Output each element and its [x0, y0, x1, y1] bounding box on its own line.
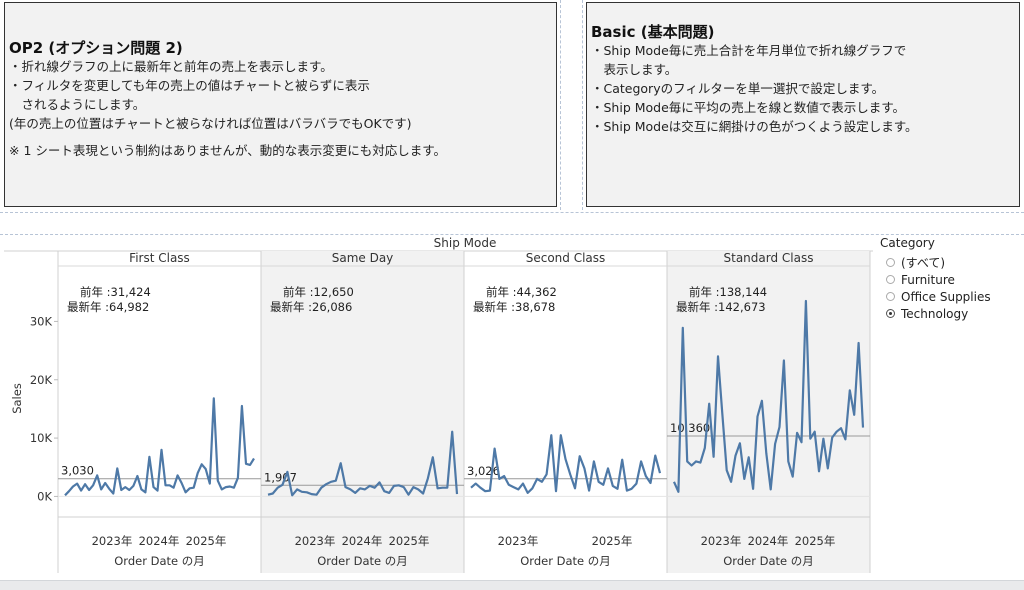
x-tick-label: 2024年: [342, 534, 383, 548]
sales-series-line: [64, 397, 255, 497]
category-option-furniture[interactable]: Furniture: [880, 271, 1020, 288]
x-axis-title: Order Date の月: [114, 554, 204, 568]
average-label: 3,030: [61, 464, 94, 478]
panel-band: [261, 251, 464, 573]
prev-year-label: 前年 :44,362: [486, 285, 557, 299]
panel-title: Second Class: [526, 251, 606, 265]
y-tick-label: 20K: [30, 373, 53, 387]
category-option-label: Furniture: [901, 272, 955, 287]
prev-year-label: 前年 :31,424: [80, 285, 151, 299]
category-filter: Category (すべて) Furniture Office Supplies…: [880, 236, 1020, 322]
category-filter-title: Category: [880, 236, 935, 250]
sales-series-line: [470, 434, 662, 494]
radio-icon[interactable]: [886, 258, 895, 267]
op2-line-4: (年の売上の位置はチャートと被らなければ位置はバラバラでもOKです): [9, 116, 412, 131]
divider-vertical-left: [560, 0, 561, 210]
op2-note-panel: OP2 (オプション問題 2) ・折れ線グラフの上に最新年と前年の売上を表示しま…: [4, 2, 557, 207]
category-option-label: (すべて): [901, 256, 946, 270]
latest-year-label: 最新年 :142,673: [676, 300, 766, 314]
average-label: 10,360: [670, 421, 710, 435]
x-tick-label: 2025年: [389, 534, 430, 548]
radio-selected-icon[interactable]: [886, 309, 895, 318]
x-tick-label: 2023年: [701, 534, 742, 548]
category-option-all[interactable]: (すべて): [880, 254, 1020, 271]
x-axis-title: Order Date の月: [317, 554, 407, 568]
average-label: 3,026: [467, 464, 500, 478]
op2-line-1: ・折れ線グラフの上に最新年と前年の売上を表示します。: [9, 59, 333, 74]
x-axis-title: Order Date の月: [723, 554, 813, 568]
y-tick-label: 10K: [30, 431, 53, 445]
basic-line-5: ・Ship Modeは交互に網掛けの色がつくよう設定します。: [591, 119, 918, 134]
prev-year-label: 前年 :138,144: [689, 285, 767, 299]
category-option-label: Office Supplies: [901, 289, 991, 304]
x-tick-label: 2023年: [295, 534, 336, 548]
x-tick-label: 2025年: [592, 534, 633, 548]
category-option-office-supplies[interactable]: Office Supplies: [880, 288, 1020, 305]
basic-line-2: 表示します。: [591, 62, 678, 77]
panel-title: First Class: [129, 251, 190, 265]
x-tick-label: 2024年: [748, 534, 789, 548]
latest-year-label: 最新年 :38,678: [473, 300, 555, 314]
basic-line-1: ・Ship Mode毎に売上合計を年月単位で折れ線グラフで: [591, 43, 907, 58]
prev-year-label: 前年 :12,650: [283, 285, 354, 299]
basic-title: Basic (基本問題): [591, 23, 715, 41]
category-option-label: Technology: [901, 306, 969, 321]
panel-title: Standard Class: [724, 251, 814, 265]
panel-title: Same Day: [332, 251, 394, 265]
x-tick-label: 2025年: [795, 534, 836, 548]
basic-note-panel: Basic (基本問題) ・Ship Mode毎に売上合計を年月単位で折れ線グラ…: [586, 2, 1020, 207]
latest-year-label: 最新年 :64,982: [67, 300, 149, 314]
average-label: 1,907: [264, 470, 297, 484]
radio-icon[interactable]: [886, 292, 895, 301]
y-tick-label: 0K: [37, 489, 52, 503]
x-tick-label: 2025年: [186, 534, 227, 548]
y-axis-title: Sales: [10, 383, 24, 414]
latest-year-label: 最新年 :26,086: [270, 300, 352, 314]
basic-line-3: ・Categoryのフィルターを単一選択で設定します。: [591, 81, 885, 96]
divider-vertical-right: [582, 0, 583, 210]
divider-horizontal-bottom: [0, 234, 1024, 235]
category-option-technology[interactable]: Technology: [880, 305, 1020, 322]
sales-series-line: [672, 299, 865, 493]
x-tick-label: 2023年: [498, 534, 539, 548]
op2-line-2: ・フィルタを変更しても年の売上の値はチャートと被らずに表示: [9, 78, 370, 93]
divider-horizontal-top: [0, 212, 1024, 213]
op2-line-3: されるようにします。: [9, 97, 146, 112]
sales-series-line: [267, 430, 459, 497]
basic-line-4: ・Ship Mode毎に平均の売上を線と数値で表示します。: [591, 100, 906, 115]
panel-band: [667, 251, 870, 573]
x-tick-label: 2024年: [139, 534, 180, 548]
bottom-bar: [0, 580, 1024, 590]
op2-footnote: ※ 1 シート表現という制約はありませんが、動的な表示変更にも対応します。: [9, 143, 446, 158]
x-tick-label: 2023年: [92, 534, 133, 548]
x-axis-title: Order Date の月: [520, 554, 610, 568]
y-tick-label: 30K: [30, 314, 53, 328]
radio-icon[interactable]: [886, 275, 895, 284]
ship-mode-header: Ship Mode: [434, 236, 497, 250]
op2-title: OP2 (オプション問題 2): [9, 39, 183, 57]
